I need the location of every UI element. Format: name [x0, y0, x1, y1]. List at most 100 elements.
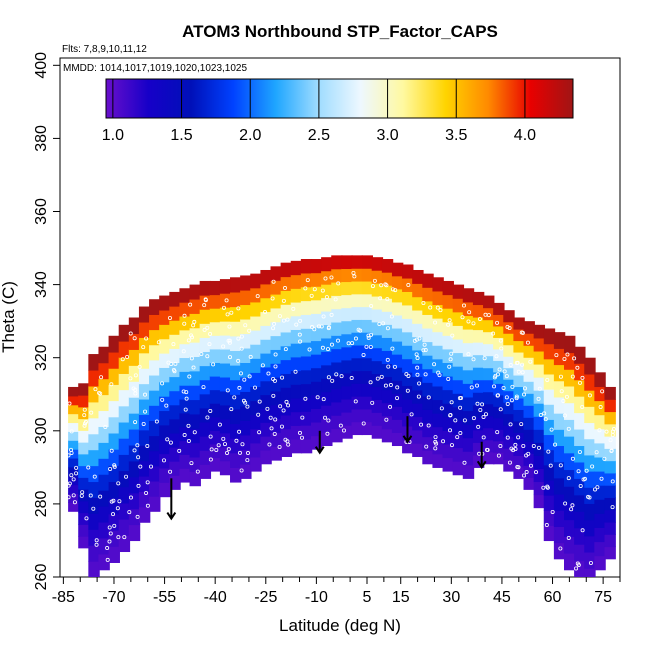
observation-point [205, 325, 210, 330]
field-cell [149, 359, 161, 376]
observation-point [531, 443, 536, 448]
observation-point [229, 310, 234, 315]
field-cell [98, 490, 110, 507]
field-cell [543, 464, 556, 481]
field-cell [462, 288, 475, 303]
field-cell [290, 397, 303, 413]
field-cell [442, 389, 454, 404]
field-cell [594, 513, 606, 528]
colorbar-tick-label: 3.5 [445, 127, 467, 144]
observation-point [285, 439, 290, 444]
field-cell [159, 381, 171, 397]
field-cell [371, 360, 384, 375]
field-cell [584, 357, 596, 375]
observation-point [368, 344, 373, 349]
field-cell [128, 444, 141, 462]
observation-point [384, 417, 389, 422]
field-cell [179, 398, 191, 414]
observation-point [538, 413, 543, 418]
observation-point [82, 423, 87, 428]
field-cell [209, 403, 222, 418]
field-cell [321, 405, 333, 420]
field-cell [493, 348, 505, 361]
field-cell [300, 259, 313, 274]
observation-point [526, 451, 531, 456]
observation-point [372, 278, 377, 283]
field-cell [321, 378, 333, 393]
observation-point [495, 320, 500, 325]
field-cell [483, 295, 495, 309]
field-column [391, 262, 404, 447]
observation-point [509, 446, 514, 451]
observation-point [255, 294, 260, 299]
observation-point [111, 498, 116, 503]
observation-point [227, 338, 232, 343]
observation-point [98, 494, 103, 499]
field-cell [250, 400, 262, 416]
observation-point [415, 365, 420, 370]
field-cell [219, 432, 232, 448]
field-cell [300, 314, 313, 329]
observation-point [132, 448, 137, 453]
field-cell [108, 351, 120, 369]
x-tick-label: -40 [204, 589, 227, 606]
field-cell [513, 363, 525, 376]
observation-point [558, 463, 563, 468]
observation-point [432, 362, 437, 367]
field-cell [149, 465, 161, 482]
field-cell [290, 411, 303, 426]
field-cell [472, 316, 485, 331]
field-cell [564, 352, 576, 370]
observation-point [160, 397, 165, 402]
field-cell [189, 298, 201, 314]
field-cell [230, 365, 242, 381]
field-cell [503, 436, 515, 449]
observation-point [379, 283, 384, 288]
observation-point [128, 495, 133, 500]
field-cell [149, 405, 161, 421]
observation-point [182, 433, 187, 438]
field-cell [240, 275, 252, 291]
observation-point [236, 306, 241, 311]
observation-point [227, 324, 232, 329]
observation-point [471, 321, 476, 326]
field-cell [300, 425, 313, 440]
field-cell [250, 358, 262, 373]
field-cell [381, 363, 394, 378]
observation-point [462, 418, 467, 423]
field-cell [260, 449, 272, 465]
field-cell [159, 439, 171, 455]
observation-point [405, 388, 410, 393]
field-cell [462, 383, 475, 398]
field-cell [138, 398, 151, 415]
field-column [260, 269, 272, 465]
observation-point [590, 464, 595, 469]
observation-point [238, 371, 243, 376]
observation-point [417, 381, 422, 386]
field-cell [98, 346, 110, 364]
field-cell [280, 359, 293, 374]
field-cell [402, 277, 414, 292]
observation-point [181, 349, 186, 354]
field-cell [321, 297, 333, 312]
observation-point [584, 468, 589, 473]
field-cell [138, 475, 151, 492]
field-cell [169, 320, 181, 335]
field-cell [472, 342, 485, 356]
x-tick-label: 75 [594, 589, 612, 606]
field-cell [513, 409, 525, 422]
observation-point [265, 406, 270, 411]
observation-point [145, 443, 150, 448]
observation-point [416, 394, 421, 399]
field-cell [432, 318, 444, 333]
observation-point [361, 352, 366, 357]
flights-note: Flts: 7,8,9,10,11,12 [62, 44, 147, 55]
observation-point [502, 369, 507, 374]
field-cell [574, 346, 586, 364]
observation-point [438, 308, 443, 313]
field-cell [98, 394, 110, 412]
observation-point [559, 389, 564, 394]
observation-point [74, 471, 79, 476]
field-cell [523, 441, 535, 454]
observation-point [93, 387, 98, 392]
